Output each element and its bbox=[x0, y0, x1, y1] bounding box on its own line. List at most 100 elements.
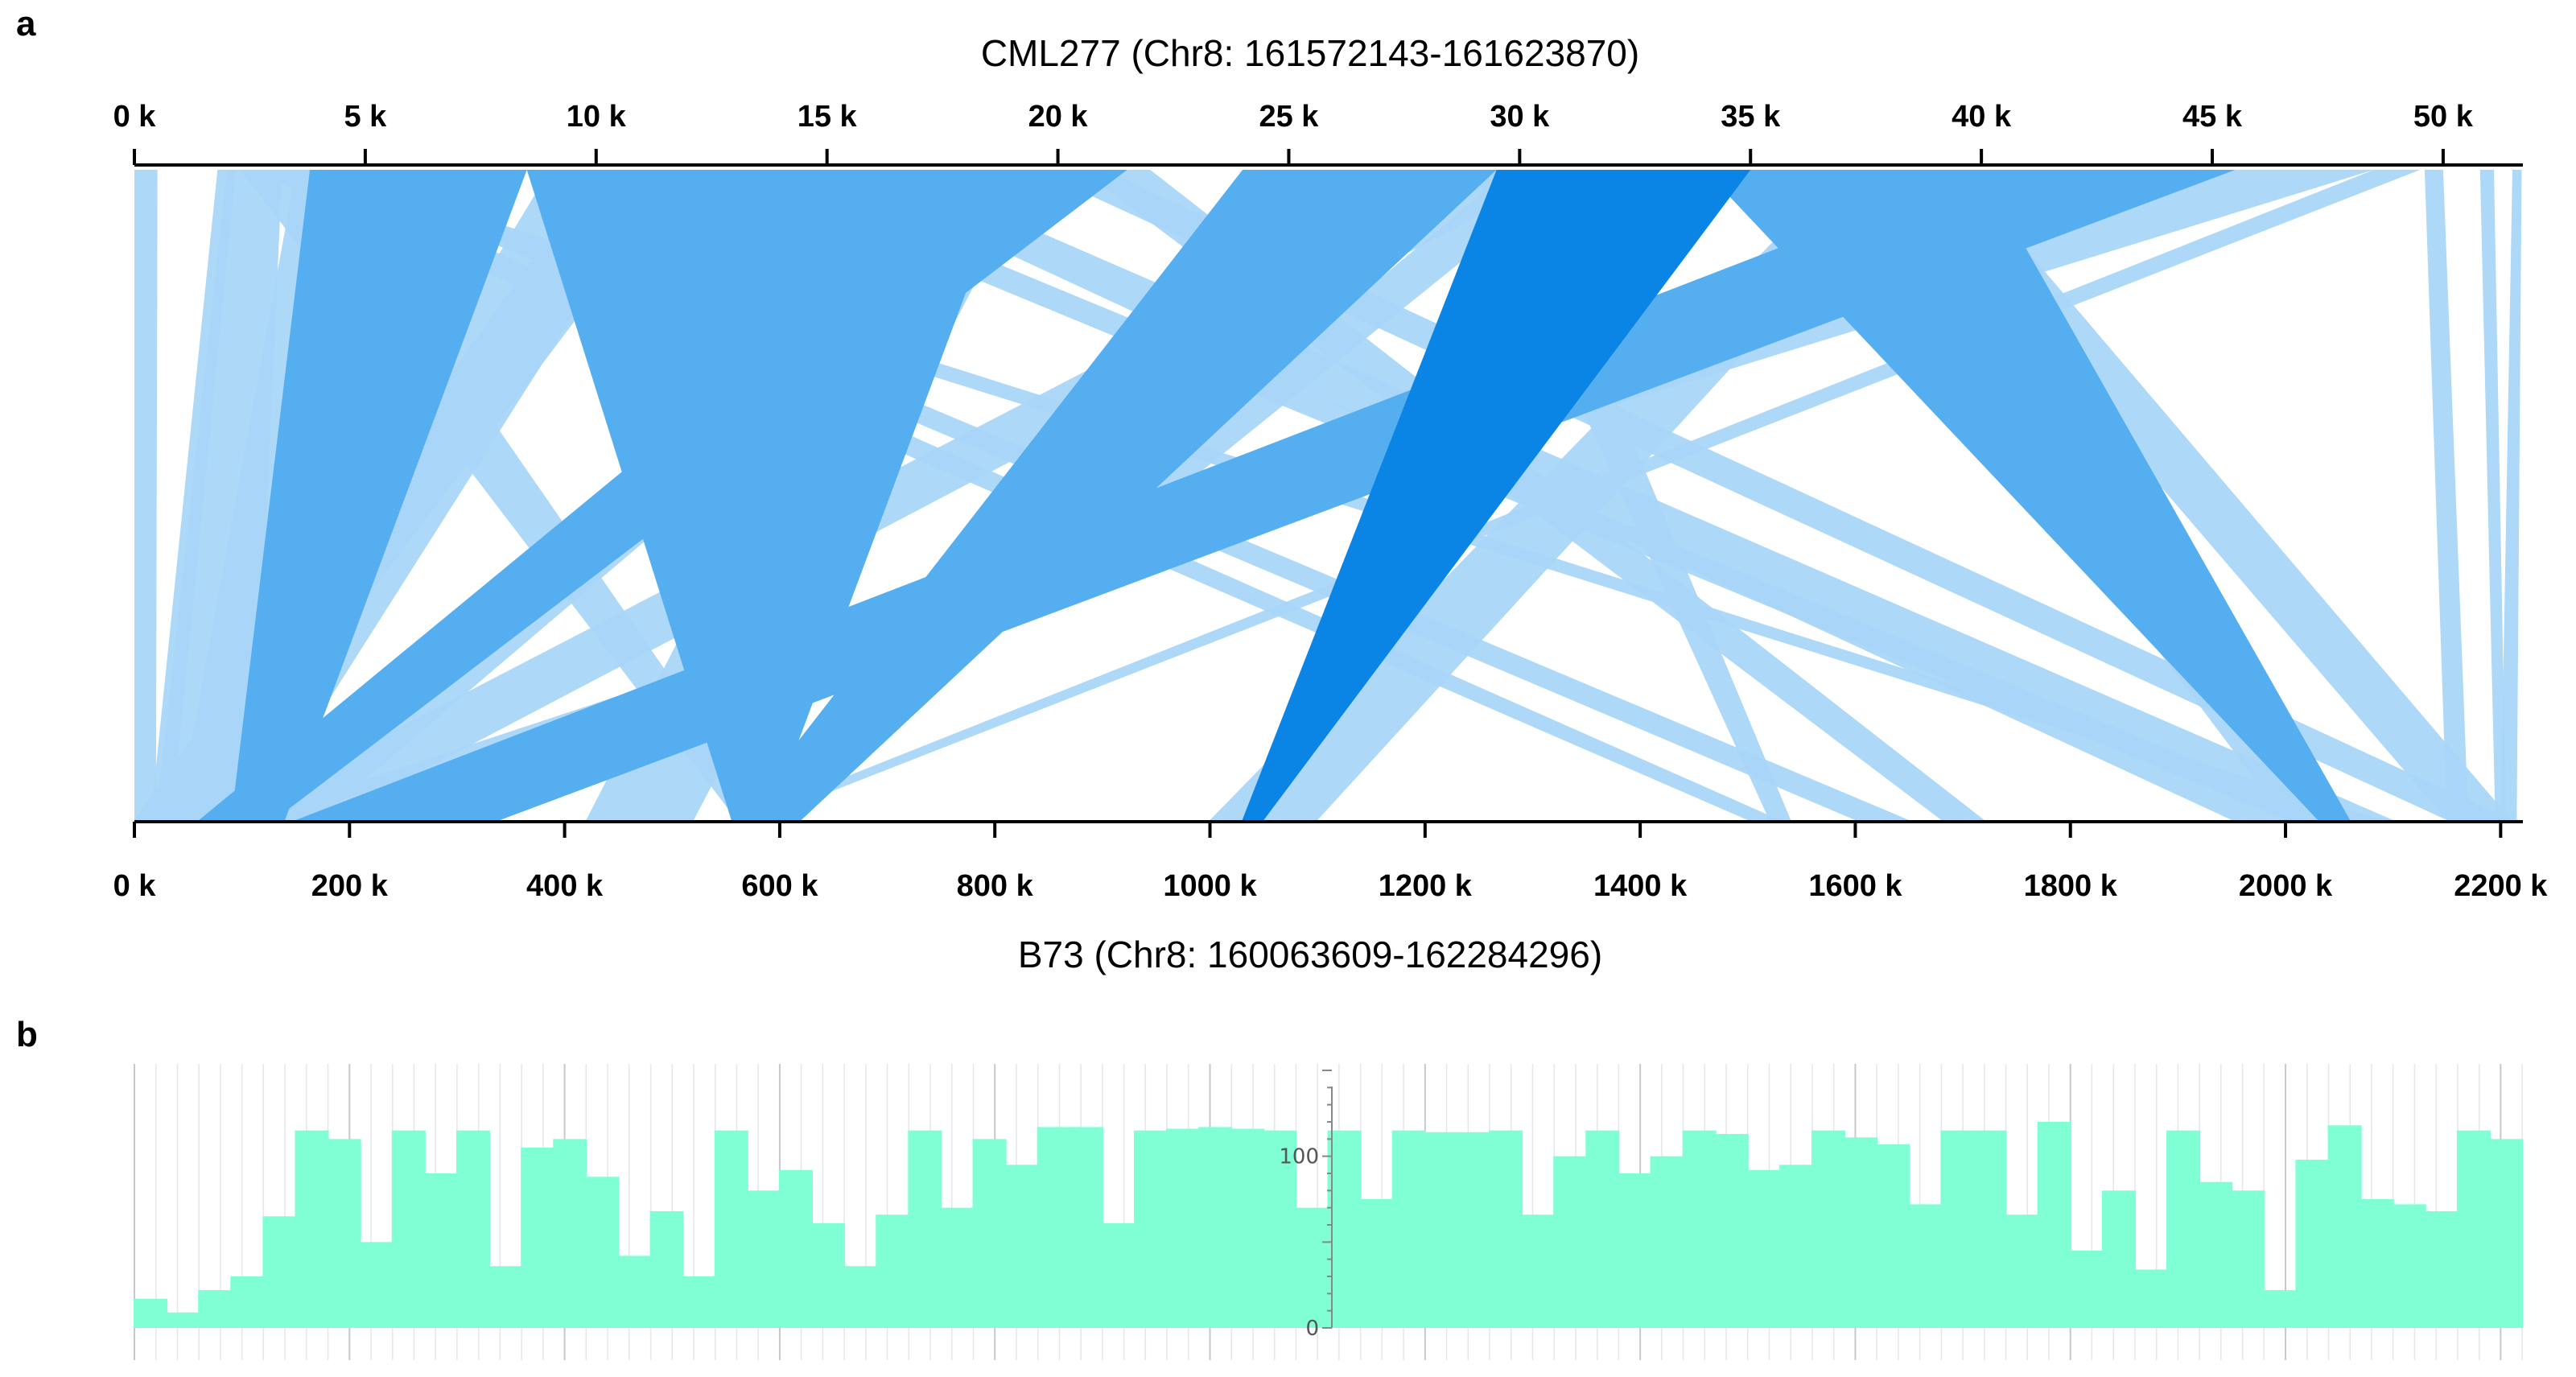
synteny-ribbon bbox=[199, 170, 1127, 820]
panel-b-label: b bbox=[16, 1015, 38, 1054]
top-axis-tick-label: 25 k bbox=[1259, 100, 1319, 134]
coverage-y-tick-label: 0 bbox=[1305, 1317, 1319, 1341]
coverage-bar bbox=[972, 1139, 1007, 1328]
coverage-bar bbox=[2360, 1199, 2394, 1328]
coverage-bar bbox=[134, 1298, 168, 1328]
coverage-bar bbox=[488, 1266, 523, 1328]
bottom-axis-tick-label: 200 k bbox=[311, 869, 389, 903]
coverage-bar bbox=[391, 1130, 426, 1328]
coverage-bar bbox=[2166, 1130, 2201, 1328]
top-axis-tick-label: 40 k bbox=[1952, 100, 2012, 134]
synteny-ribbon bbox=[1034, 170, 2512, 820]
coverage-bar bbox=[2101, 1190, 2136, 1328]
coverage-bar bbox=[2392, 1204, 2426, 1328]
coverage-bar bbox=[1650, 1156, 1684, 1328]
coverage-bar bbox=[359, 1242, 394, 1328]
top-axis-tick-label: 5 k bbox=[344, 100, 387, 134]
coverage-bar bbox=[198, 1290, 233, 1328]
panel-a-label: a bbox=[16, 4, 36, 43]
coverage-bar bbox=[682, 1276, 716, 1328]
coverage-bar bbox=[1972, 1130, 2007, 1328]
top-axis-ticks: 0 k 5 k 10 k 15 k 20 k 25 k 30 k 35 k 40 k 45 k 50… bbox=[113, 100, 2474, 165]
top-axis-tick-label: 20 k bbox=[1028, 100, 1089, 134]
top-axis-tick-label: 45 k bbox=[2182, 100, 2243, 134]
coverage-bar bbox=[714, 1130, 748, 1328]
coverage-bar bbox=[1037, 1127, 1071, 1328]
coverage-bar bbox=[262, 1216, 297, 1328]
coverage-bar bbox=[2263, 1290, 2298, 1328]
coverage-bar bbox=[521, 1148, 555, 1328]
coverage-bar bbox=[585, 1177, 620, 1328]
synteny-ribbon bbox=[1242, 170, 1751, 820]
coverage-bar bbox=[423, 1173, 458, 1328]
coverage-bar bbox=[1778, 1165, 1813, 1328]
coverage-bar bbox=[230, 1276, 265, 1328]
coverage-bar bbox=[1585, 1130, 1620, 1328]
coverage-bar bbox=[1101, 1222, 1136, 1328]
coverage-bar bbox=[2069, 1251, 2104, 1328]
coverage-bar bbox=[1521, 1214, 1556, 1328]
coverage-bar bbox=[455, 1130, 491, 1328]
synteny-ribbon bbox=[2479, 170, 2507, 820]
top-axis-tick-label: 0 k bbox=[113, 100, 157, 134]
coverage-bar bbox=[1424, 1132, 1458, 1328]
coverage-y-axis: 0 100 bbox=[1279, 1070, 1333, 1341]
top-axis-tick-label: 10 k bbox=[567, 100, 627, 134]
coverage-y-tick-label: 100 bbox=[1279, 1145, 1319, 1169]
synteny-ribbons bbox=[134, 170, 2522, 820]
coverage-bar bbox=[1133, 1130, 1168, 1328]
top-axis-tick-label: 50 k bbox=[2413, 100, 2474, 134]
coverage-bar bbox=[1714, 1133, 1749, 1328]
coverage-bar bbox=[1198, 1127, 1233, 1328]
coverage-bar bbox=[2133, 1269, 2169, 1328]
coverage-bar bbox=[2327, 1125, 2362, 1328]
coverage-bar bbox=[2199, 1181, 2233, 1328]
bottom-axis-ticks: 0 k 200 k 400 k 600 k 800 k 1000 k 1200 k 1400 … bbox=[113, 822, 2548, 903]
bottom-axis-tick-label: 400 k bbox=[526, 869, 604, 903]
coverage-bar bbox=[2231, 1190, 2265, 1328]
synteny-ribbon bbox=[2424, 170, 2469, 820]
bottom-axis-tick-label: 1000 k bbox=[1163, 869, 1257, 903]
synteny-ribbon bbox=[231, 170, 527, 820]
bottom-axis-tick-label: 1800 k bbox=[2024, 869, 2118, 903]
coverage-bar bbox=[327, 1139, 361, 1328]
coverage-bar bbox=[1618, 1173, 1652, 1328]
coverage-bar bbox=[1811, 1130, 1846, 1328]
coverage-bar bbox=[940, 1207, 975, 1328]
coverage-bar bbox=[553, 1139, 587, 1328]
coverage-bar bbox=[1876, 1144, 1910, 1328]
coverage-bar bbox=[1908, 1204, 1943, 1328]
coverage-bar bbox=[778, 1169, 814, 1328]
bottom-axis-tick-label: 2200 k bbox=[2454, 869, 2548, 903]
synteny-ribbon bbox=[295, 170, 2236, 820]
coverage-bar bbox=[2456, 1130, 2491, 1328]
bottom-axis-tick-label: 600 k bbox=[741, 869, 818, 903]
coverage-bar bbox=[1004, 1165, 1039, 1328]
top-axis-tick-label: 30 k bbox=[1490, 100, 1550, 134]
coverage-bar bbox=[1069, 1127, 1103, 1328]
top-axis-tick-label: 15 k bbox=[798, 100, 858, 134]
coverage-bar bbox=[166, 1312, 200, 1328]
coverage-bar bbox=[908, 1130, 942, 1328]
synteny-ribbon bbox=[1704, 170, 2351, 820]
coverage-bar bbox=[2424, 1210, 2459, 1328]
coverage-bars bbox=[134, 1122, 2524, 1328]
top-axis-tick-label: 35 k bbox=[1721, 100, 1781, 134]
coverage-bar bbox=[1359, 1199, 1394, 1328]
coverage-bar bbox=[1940, 1130, 1975, 1328]
coverage-bar bbox=[1263, 1130, 1297, 1328]
synteny-ribbon bbox=[2500, 170, 2522, 820]
coverage-bar bbox=[811, 1222, 846, 1328]
coverage-bar bbox=[295, 1130, 329, 1328]
bottom-axis-tick-label: 800 k bbox=[957, 869, 1034, 903]
coverage-bar bbox=[1295, 1207, 1329, 1328]
coverage-bar bbox=[1746, 1169, 1781, 1328]
coverage-bar bbox=[746, 1190, 781, 1328]
coverage-bar bbox=[1844, 1137, 1878, 1328]
coverage-bar bbox=[649, 1210, 684, 1328]
bottom-axis-tick-label: 1600 k bbox=[1808, 869, 1902, 903]
coverage-bar bbox=[617, 1255, 652, 1328]
coverage-bar bbox=[1391, 1130, 1426, 1328]
coverage-bar bbox=[1327, 1130, 1362, 1328]
